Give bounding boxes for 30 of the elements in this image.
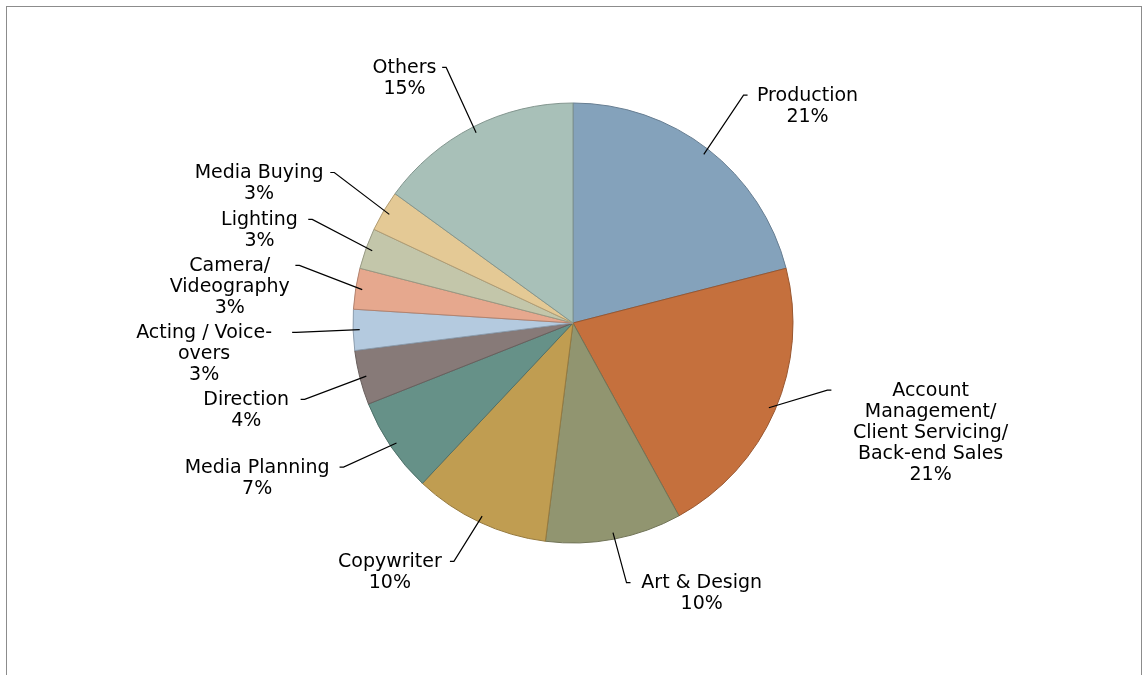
pie-slice [394,102,574,324]
data-label: 4% [231,407,262,430]
pie-slice [367,322,574,484]
pie-slice [352,308,574,352]
slice-label: Art & Design [641,570,763,593]
pie-slice [373,193,574,324]
slice-label: Others [372,54,437,77]
slice-label: Media Planning [184,454,330,477]
slice-label: Direction [203,386,290,409]
data-label: 21% [786,103,829,126]
pie-slice [359,228,574,324]
slice-label: Acting / Voice-overs [136,319,273,363]
data-label: 3% [244,181,275,204]
slice-label: Camera/ Videography [169,252,290,296]
slice-label: Account Management/ Client Servicing/ Back-end Sales [852,377,1009,463]
data-label: 7% [242,475,273,498]
data-label: 3% [189,361,220,384]
pie-slice [421,322,574,542]
pie-slice [572,102,787,324]
data-label: 15% [383,75,426,98]
slice-label: Media Buying [194,160,324,183]
pie-slice [544,322,680,544]
data-label: 21% [909,461,952,484]
slice-label: Production [757,82,859,105]
pie-slice [572,267,794,517]
slice-label: Copywriter [338,548,442,571]
pie-slice [352,267,574,324]
pie-slice [354,322,574,405]
slice-label: Lighting [221,206,298,229]
data-label: 10% [680,591,723,614]
